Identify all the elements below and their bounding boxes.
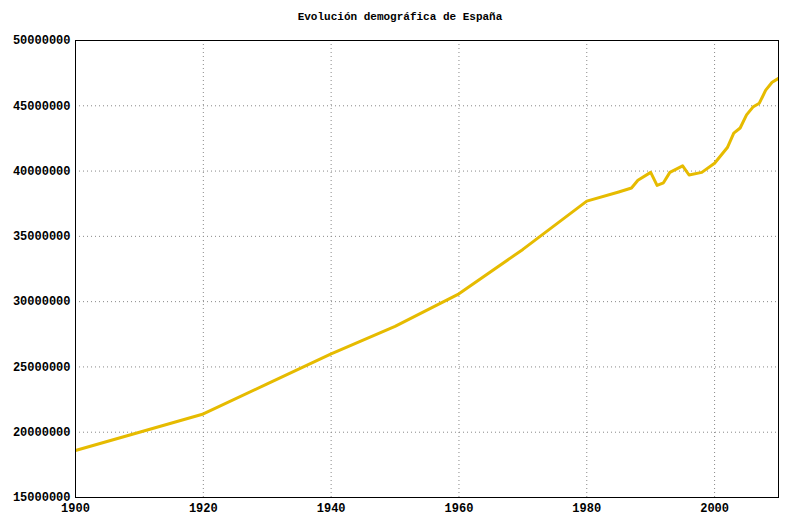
svg-text:1960: 1960	[445, 502, 474, 516]
svg-text:35000000: 35000000	[13, 230, 71, 244]
svg-text:40000000: 40000000	[13, 165, 71, 179]
svg-text:2000: 2000	[700, 502, 729, 516]
svg-text:50000000: 50000000	[13, 34, 71, 48]
html-text:Evolución demográfica de Españ: Evolución demográfica de España	[297, 11, 503, 23]
svg-text:1900: 1900	[61, 502, 90, 516]
svg-text:20000000: 20000000	[13, 426, 71, 440]
svg-text:30000000: 30000000	[13, 295, 71, 309]
svg-text:1980: 1980	[572, 502, 601, 516]
svg-text:25000000: 25000000	[13, 361, 71, 375]
svg-text:15000000: 15000000	[12, 491, 71, 506]
svg-text:45000000: 45000000	[13, 100, 71, 114]
svg-text:1940: 1940	[317, 502, 346, 516]
svg-text:1920: 1920	[189, 502, 218, 516]
